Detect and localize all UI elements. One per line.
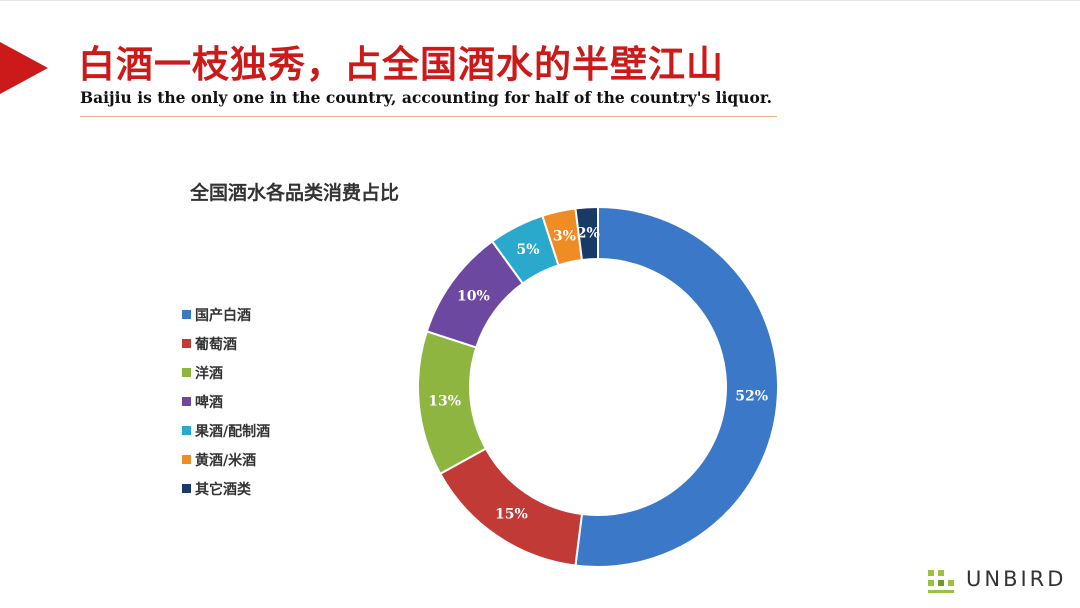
legend-swatch bbox=[182, 339, 191, 348]
donut-slice bbox=[574, 205, 599, 262]
slice-data-label: 10% bbox=[457, 288, 490, 304]
legend-swatch bbox=[182, 484, 191, 493]
unbird-logo-icon bbox=[928, 570, 954, 593]
donut-slice bbox=[574, 205, 779, 568]
legend-label: 国产白酒 bbox=[195, 307, 251, 324]
logo-wordmark: UNBIRD bbox=[966, 567, 1067, 591]
legend-item: 其它酒类 bbox=[182, 474, 270, 503]
title-arrow-icon bbox=[0, 42, 48, 94]
page-subtitle: Baijiu is the only one in the country, a… bbox=[80, 88, 772, 107]
legend-swatch bbox=[182, 426, 191, 435]
legend-item: 黄酒/米酒 bbox=[182, 445, 270, 474]
legend-swatch bbox=[182, 310, 191, 319]
legend-label: 啤酒 bbox=[195, 394, 223, 411]
legend-item: 国产白酒 bbox=[182, 300, 270, 329]
legend-swatch bbox=[182, 455, 191, 464]
top-rule bbox=[0, 0, 1080, 1]
legend-swatch bbox=[182, 397, 191, 406]
slice-data-label: 2% bbox=[577, 225, 600, 241]
legend-item: 洋酒 bbox=[182, 358, 270, 387]
page-title: 白酒一枝独秀，占全国酒水的半壁江山 bbox=[78, 43, 724, 86]
chart-title: 全国酒水各品类消费占比 bbox=[190, 182, 400, 204]
chart-legend: 国产白酒葡萄酒洋酒啤酒果酒/配制酒 黄酒/米酒其它酒类 bbox=[182, 300, 270, 503]
legend-item: 啤酒 bbox=[182, 387, 270, 416]
slice-data-label: 15% bbox=[495, 506, 528, 522]
slice-data-label: 52% bbox=[735, 389, 768, 405]
legend-label: 葡萄酒 bbox=[195, 336, 237, 353]
legend-label: 黄酒/米酒 bbox=[195, 452, 257, 469]
legend-label: 果酒/配制酒 bbox=[195, 423, 271, 440]
legend-swatch bbox=[182, 368, 191, 377]
legend-label: 其它酒类 bbox=[195, 481, 251, 498]
slice-data-label: 3% bbox=[553, 229, 576, 245]
slice-data-label: 13% bbox=[428, 393, 461, 409]
slice-data-label: 5% bbox=[517, 242, 540, 258]
legend-label: 洋酒 bbox=[195, 365, 223, 382]
legend-item: 葡萄酒 bbox=[182, 329, 270, 358]
title-divider bbox=[80, 116, 777, 117]
legend-item: 果酒/配制酒 bbox=[182, 416, 270, 445]
